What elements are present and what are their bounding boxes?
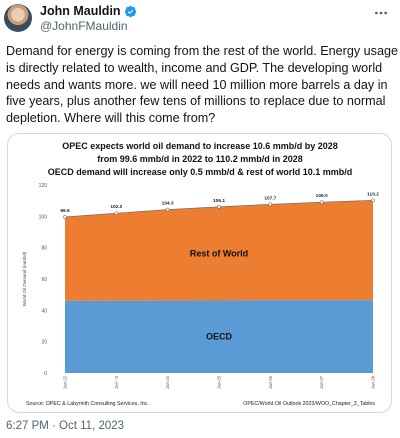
area-rest-of-world [65, 200, 373, 301]
author-handle[interactable]: @JohnFMauldin [40, 19, 128, 33]
tweet-media-chart[interactable]: OPEC expects world oil demand to increas… [7, 133, 392, 413]
y-axis-label: World Oil Demand (mmb/d) [22, 251, 27, 306]
author-name-row: John Mauldin [40, 4, 137, 18]
x-tick-label: Jan-24 [165, 375, 170, 388]
total-data-label: 102.0 [110, 204, 122, 210]
avatar[interactable] [4, 4, 32, 32]
total-data-label: 107.7 [264, 195, 276, 201]
total-point [268, 202, 273, 207]
source-right-text: OPEC/World Oil Outlook 2023/WOO_Chapter_… [243, 401, 375, 407]
total-data-label: 109.0 [316, 193, 328, 199]
x-tick-label: Jan-26 [268, 375, 273, 388]
chart-areas [65, 200, 373, 373]
verified-badge-icon [124, 5, 136, 17]
tweet-header: John Mauldin @JohnFMauldin [0, 0, 400, 38]
more-options-button[interactable] [372, 4, 390, 22]
total-point [165, 207, 170, 212]
x-tick-label: Jan-23 [114, 375, 119, 388]
total-data-label: 99.6 [60, 208, 70, 214]
total-point [63, 215, 67, 219]
watermark-text: artberman.com [78, 374, 159, 388]
more-horizontal-icon [375, 11, 387, 15]
total-point [217, 204, 221, 209]
chart-axes: 0 20 40 60 80 100 120 World Oil Demand (mmb/d) J… [22, 183, 376, 389]
y-tick-label: 120 [39, 183, 48, 189]
source-left-text: Source: OPEC & Labyrinth Consulting Serv… [26, 401, 149, 407]
y-tick-label: 100 [39, 214, 48, 220]
y-tick-label: 60 [41, 277, 47, 283]
tweet-timestamp[interactable]: 6:27 PM · Oct 11, 2023 [6, 420, 125, 432]
chart-title: OPEC expects world oil demand to increas… [48, 141, 353, 177]
x-tick-label: Jan-28 [371, 375, 376, 388]
chart-title-line: OECD demand will increase only 0.5 mmb/d… [48, 167, 353, 177]
x-tick-label: Jan-25 [217, 375, 222, 388]
area-oecd [65, 300, 373, 373]
total-point [319, 200, 324, 205]
x-tick-label: Jan-22 [63, 375, 68, 388]
x-tick-label: Jan-27 [319, 375, 324, 388]
tweet-text: Demand for energy is coming from the res… [6, 44, 398, 126]
series-label-oecd: OECD [206, 332, 233, 342]
y-tick-label: 0 [44, 371, 47, 377]
chart-title-line: OPEC expects world oil demand to increas… [62, 141, 338, 151]
series-label-rest-of-world: Rest of World [190, 249, 248, 259]
total-data-label: 110.2 [367, 191, 379, 197]
author-display-name[interactable]: John Mauldin [40, 4, 121, 18]
chart-title-line: from 99.6 mmb/d in 2022 to 110.2 mmb/d i… [97, 154, 303, 164]
total-point [371, 198, 375, 203]
y-tick-label: 40 [41, 308, 47, 314]
chart-labels: Rest of World OECD 99.6 102.0 104.3 106.1 107.… [26, 191, 379, 407]
y-tick-label: 20 [41, 340, 47, 346]
y-tick-label: 80 [41, 246, 47, 252]
total-data-label: 106.1 [213, 198, 225, 204]
total-point [114, 211, 119, 216]
total-data-label: 104.3 [162, 201, 174, 207]
oil-demand-chart: OPEC expects world oil demand to increas… [22, 141, 379, 407]
